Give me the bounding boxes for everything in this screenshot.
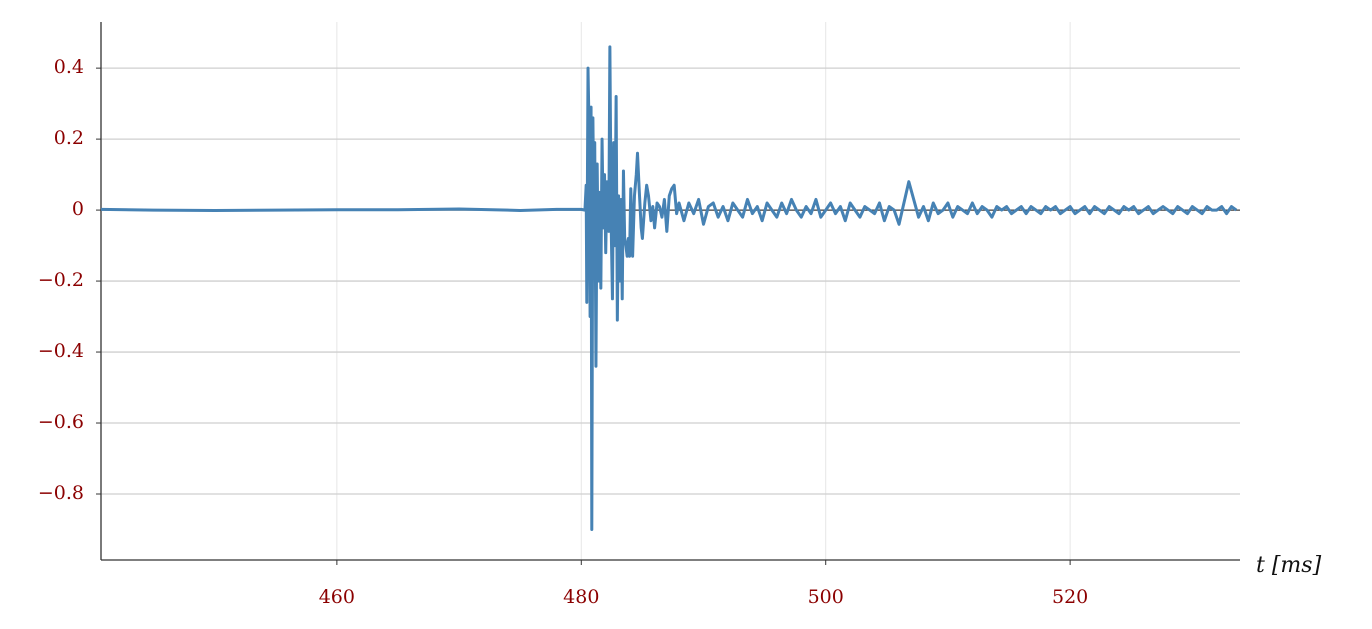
y-tick-label: 0.4 bbox=[54, 56, 84, 78]
y-tick-label: −0.6 bbox=[38, 411, 84, 433]
y-tick-label: 0.2 bbox=[54, 127, 84, 149]
y-tick-label: −0.8 bbox=[38, 482, 84, 504]
y-tick-label: −0.2 bbox=[38, 269, 84, 291]
x-tick-label: 500 bbox=[808, 586, 844, 608]
y-tick-label: 0 bbox=[72, 198, 84, 220]
x-tick-label: 480 bbox=[563, 586, 599, 608]
x-tick-label: 520 bbox=[1052, 586, 1088, 608]
x-axis-label: t [ms] bbox=[1256, 553, 1322, 578]
data-line bbox=[100, 45, 1238, 531]
y-tick-label: −0.4 bbox=[38, 340, 84, 362]
x-tick-label: 460 bbox=[319, 586, 355, 608]
